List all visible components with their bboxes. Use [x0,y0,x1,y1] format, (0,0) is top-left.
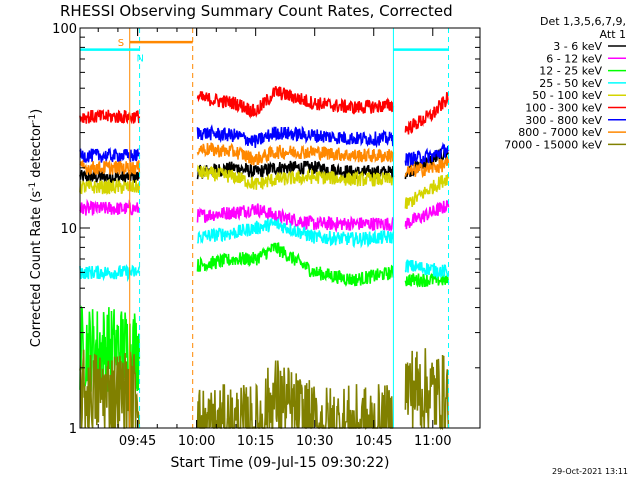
legend-label: 100 - 300 keV [525,102,602,115]
x-axis: 09:45 10:00 10:15 10:30 10:45 11:00 [97,28,452,449]
legend-label: 6 - 12 keV [546,52,602,65]
y-tick-label: 100 [52,22,77,37]
annotation-label-2: N [137,54,144,65]
legend-label: 25 - 50 keV [539,77,602,90]
legend-label: 50 - 100 keV [532,89,602,102]
annotation-label-1: S [118,38,124,49]
legend-label: 300 - 800 keV [525,114,602,127]
x-tick-label: 10:00 [178,434,215,449]
chart-title: RHESSI Observing Summary Count Rates, Co… [60,2,453,20]
legend-label: 7000 - 15000 keV [504,138,602,151]
y-tick-label: 10 [60,222,77,237]
x-tick-label: 10:45 [355,434,392,449]
plot-area: SN [79,28,450,431]
legend-header-line-1: Det 1,3,5,6,7,9, [540,15,626,28]
generation-timestamp: 29-Oct-2021 13:11 [552,467,628,476]
legend-label: 3 - 6 keV [553,40,602,53]
x-axis-label: Start Time (09-Jul-15 09:30:22) [170,455,389,471]
legend-header-line-2: Att 1 [600,28,626,41]
legend-label: 12 - 25 keV [539,65,602,78]
x-tick-label: 11:00 [414,434,451,449]
legend-label: 800 - 7000 keV [518,126,602,139]
x-tick-label: 10:30 [296,434,333,449]
x-tick-label: 10:15 [237,434,274,449]
y-axis: 1 10 100 [52,22,480,437]
y-axis-label: Corrected Count Rate (s-1 detector-1) [28,109,44,347]
y-tick-label: 1 [69,422,77,437]
x-tick-label: 09:45 [119,434,156,449]
